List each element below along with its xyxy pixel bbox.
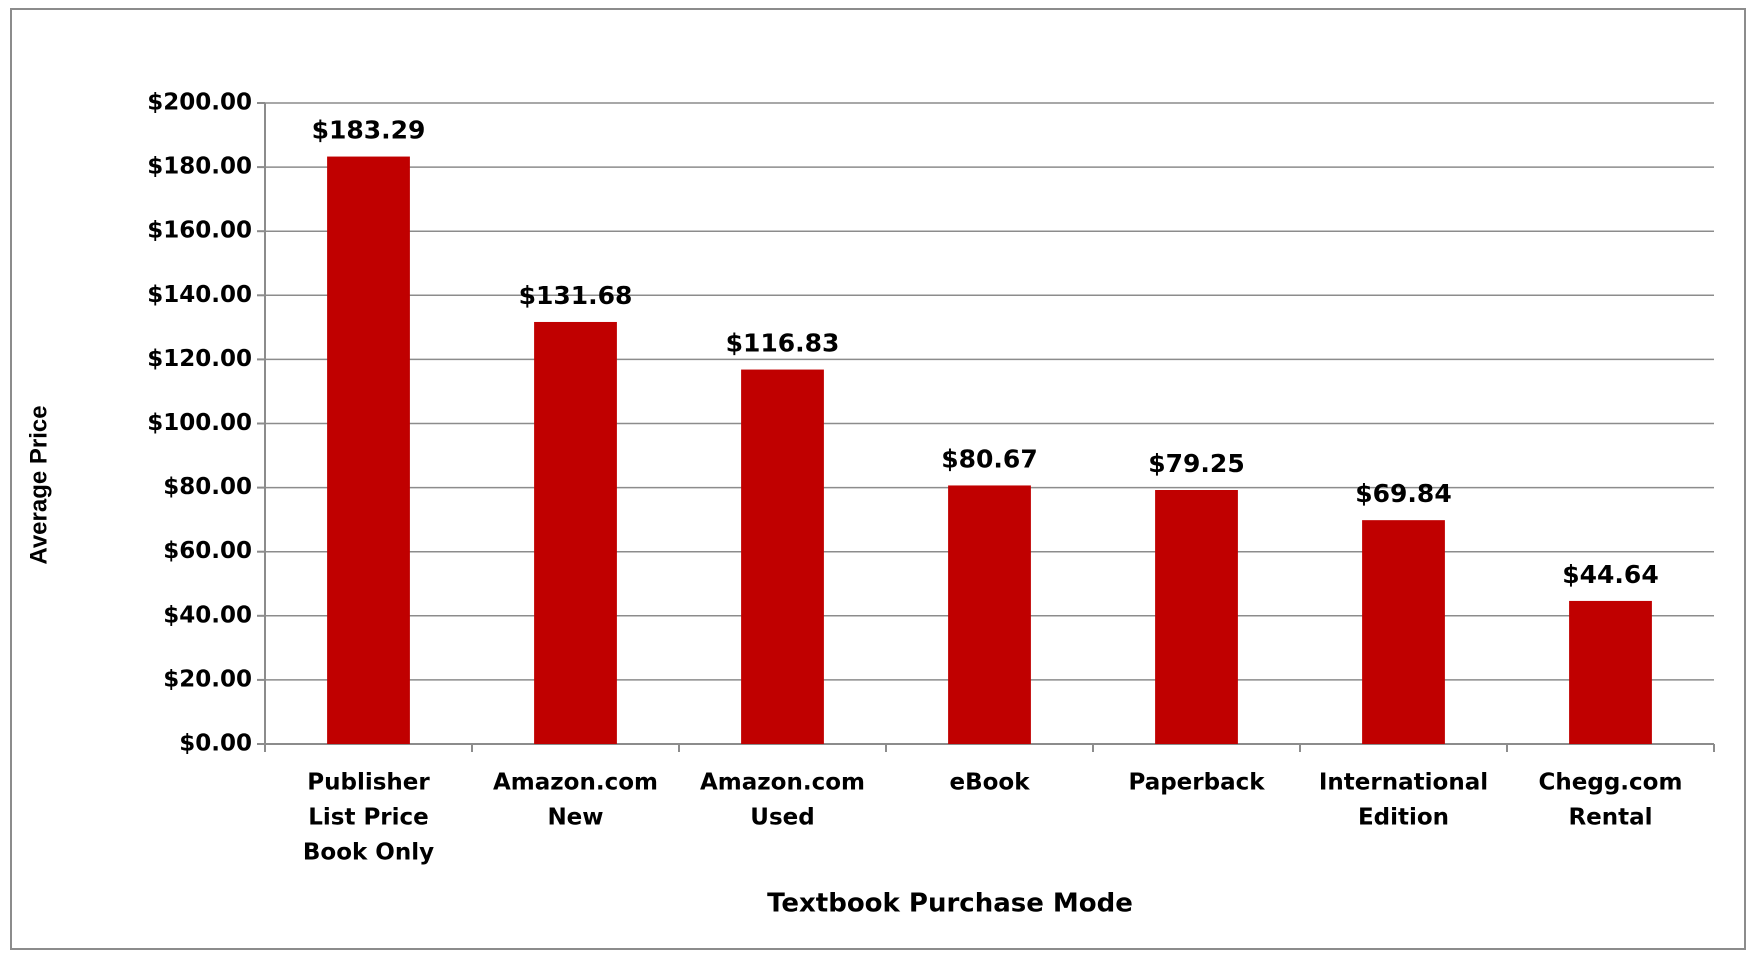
- x-tick-label: eBook: [949, 770, 1030, 796]
- x-tick-label: Book Only: [303, 840, 434, 866]
- y-tick-label: $0.00: [179, 731, 252, 757]
- data-label: $183.29: [312, 116, 426, 145]
- x-tick-label: Publisher: [307, 770, 430, 796]
- y-tick-label: $120.00: [147, 346, 252, 372]
- bar: [534, 321, 617, 744]
- x-tick-label: Rental: [1568, 805, 1652, 831]
- y-tick-label: $200.00: [147, 90, 252, 116]
- data-label: $44.64: [1562, 560, 1658, 589]
- data-label: $80.67: [941, 444, 1037, 473]
- x-tick-label: International: [1319, 770, 1488, 796]
- y-tick-label: $100.00: [147, 410, 252, 436]
- y-tick-label: $160.00: [147, 218, 252, 244]
- y-tick-label: $60.00: [163, 538, 252, 564]
- x-tick-label: Amazon.com: [700, 770, 865, 796]
- y-axis-title: Average Price: [25, 405, 52, 564]
- y-tick-label: $40.00: [163, 602, 252, 628]
- x-axis-title: Textbook Purchase Mode: [767, 889, 1133, 919]
- y-tick-label: $80.00: [163, 474, 252, 500]
- data-label: $69.84: [1355, 479, 1451, 508]
- chart-frame: [10, 8, 1746, 950]
- data-label: $131.68: [519, 281, 633, 310]
- x-tick-label: Used: [750, 805, 814, 831]
- bar: [1155, 490, 1238, 744]
- bar: [327, 156, 410, 745]
- bar: [1362, 520, 1445, 744]
- y-tick-label: $140.00: [147, 282, 252, 308]
- y-tick-label: $20.00: [163, 666, 252, 692]
- x-tick-label: New: [547, 805, 603, 831]
- x-tick-label: Chegg.com: [1539, 770, 1683, 796]
- x-tick-label: Edition: [1358, 805, 1449, 831]
- data-label: $116.83: [726, 329, 840, 358]
- bar: [1569, 600, 1652, 744]
- x-tick-label: Paperback: [1128, 770, 1265, 796]
- bar: [741, 369, 824, 744]
- bar: [948, 485, 1031, 744]
- y-tick-label: $180.00: [147, 154, 252, 180]
- x-tick-label: List Price: [308, 805, 429, 831]
- x-tick-label: Amazon.com: [493, 770, 658, 796]
- data-label: $79.25: [1148, 449, 1244, 478]
